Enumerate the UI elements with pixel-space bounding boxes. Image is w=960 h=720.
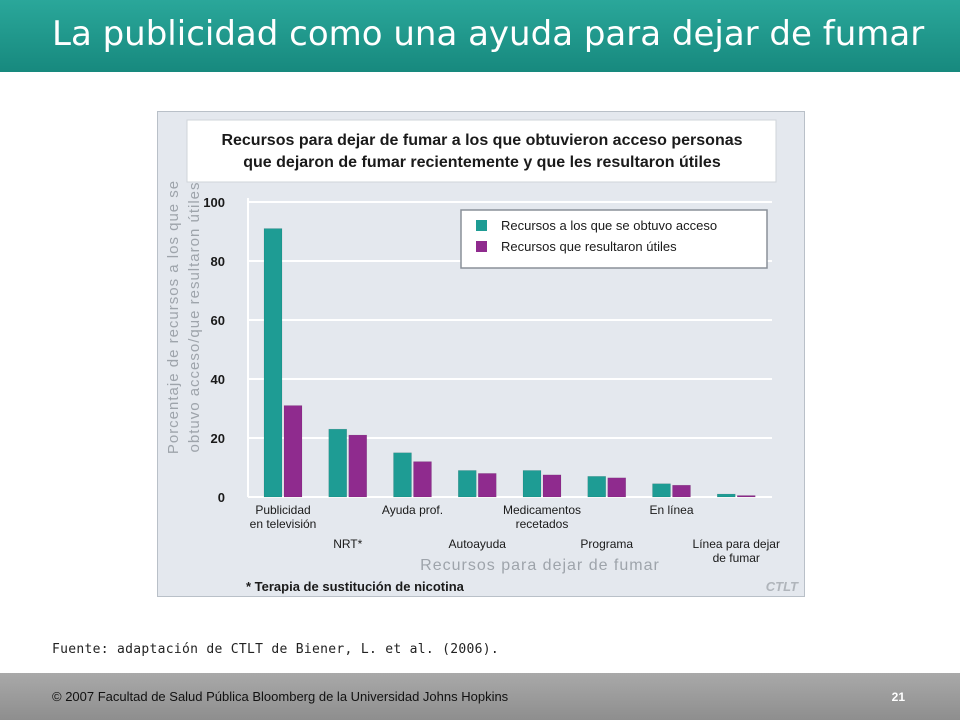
bar-accessed: [522, 470, 542, 498]
y-tick-label: 80: [211, 254, 225, 269]
chart-title-line: que dejaron de fumar recientemente y que…: [243, 154, 721, 171]
bar-useful: [413, 461, 432, 498]
x-category-label: Publicidad: [255, 503, 310, 517]
x-category-label: Línea para dejar: [693, 537, 780, 551]
y-tick-label: 20: [211, 431, 225, 446]
y-axis-label-line: obtuvo acceso/que resultaron útiles: [186, 182, 203, 453]
x-category-label: Programa: [580, 537, 633, 551]
legend-swatch: [476, 220, 487, 231]
bar-accessed: [587, 476, 606, 498]
chart-title-line: Recursos para dejar de fumar a los que o…: [221, 132, 742, 149]
chart-footnote: * Terapia de sustitución de nicotina: [246, 579, 465, 594]
bar-useful: [607, 477, 626, 498]
legend-label: Recursos que resultaron útiles: [501, 239, 677, 254]
y-tick-label: 40: [211, 372, 225, 387]
bar-useful: [672, 484, 691, 498]
chart-frame: Recursos para dejar de fumar a los que o…: [157, 111, 805, 597]
bar-useful: [737, 495, 756, 498]
bar-chart: Recursos para dejar de fumar a los que o…: [165, 119, 799, 594]
bar-useful: [542, 474, 562, 498]
title-bar: La publicidad como una ayuda para dejar …: [0, 0, 960, 72]
y-tick-label: 60: [211, 313, 225, 328]
bar-useful: [283, 405, 303, 498]
legend-label: Recursos a los que se obtuvo acceso: [501, 218, 717, 233]
x-category-label: En línea: [649, 503, 693, 517]
bar-accessed: [393, 452, 412, 498]
x-category-label: Autoayuda: [449, 537, 507, 551]
y-tick-label: 100: [203, 195, 225, 210]
y-tick-label: 0: [218, 490, 225, 505]
bar-accessed: [458, 470, 477, 498]
page-number: 21: [891, 690, 905, 704]
bar-accessed: [652, 483, 671, 498]
x-axis-label: Recursos para dejar de fumar: [420, 557, 660, 574]
x-category-label: Ayuda prof.: [382, 503, 443, 517]
copyright-text: © 2007 Facultad de Salud Pública Bloombe…: [52, 689, 509, 704]
bar-accessed: [717, 493, 736, 498]
x-category-label: recetados: [516, 517, 569, 531]
x-category-label: en televisión: [250, 517, 317, 531]
slide-title: La publicidad como una ayuda para dejar …: [52, 14, 925, 54]
x-category-label: Medicamentos: [503, 503, 581, 517]
chart-title-box: [186, 119, 777, 183]
legend-swatch: [476, 241, 487, 252]
legend-box: [460, 209, 768, 269]
bar-useful: [478, 473, 497, 498]
x-category-label: NRT*: [333, 537, 362, 551]
ctlt-watermark: CTLT: [766, 579, 799, 594]
y-axis-label-line: Porcentaje de recursos a los que se: [165, 180, 182, 454]
bar-accessed: [263, 228, 283, 498]
x-category-label: de fumar: [713, 551, 760, 565]
bar-useful: [348, 434, 367, 498]
footer-bar: © 2007 Facultad de Salud Pública Bloombe…: [0, 673, 960, 720]
bar-accessed: [328, 428, 347, 498]
source-note: Fuente: adaptación de CTLT de Biener, L.…: [52, 642, 499, 657]
